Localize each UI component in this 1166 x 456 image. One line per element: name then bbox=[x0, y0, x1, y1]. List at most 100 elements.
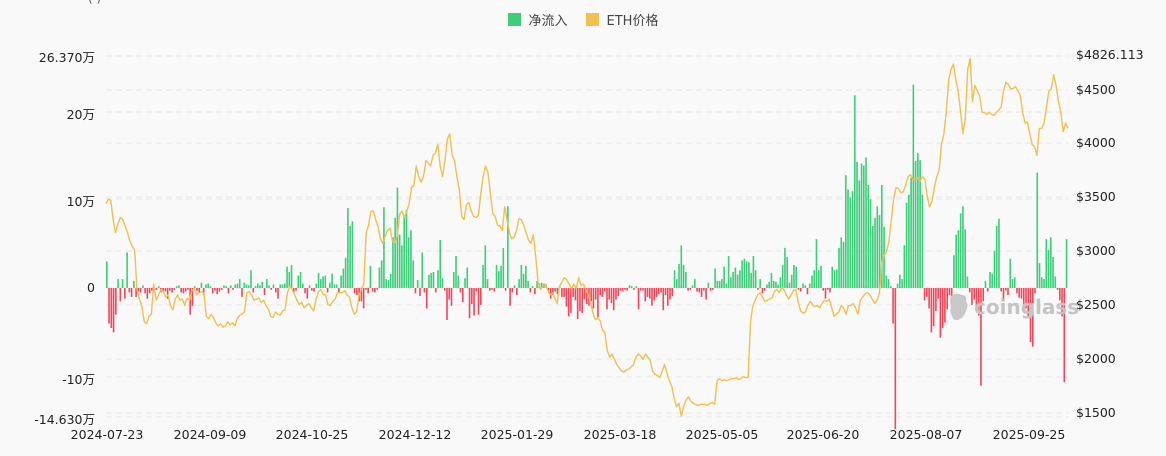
inflow-bar[interactable] bbox=[333, 284, 336, 288]
inflow-bar[interactable] bbox=[502, 248, 505, 288]
outflow-bar[interactable] bbox=[128, 288, 131, 293]
inflow-bar[interactable] bbox=[286, 266, 288, 288]
inflow-bar[interactable] bbox=[518, 279, 520, 288]
inflow-bar[interactable] bbox=[678, 264, 680, 288]
outflow-bar[interactable] bbox=[112, 288, 115, 333]
outflow-bar[interactable] bbox=[660, 288, 662, 293]
inflow-bar[interactable] bbox=[725, 283, 728, 288]
outflow-bar[interactable] bbox=[475, 288, 478, 292]
inflow-bar[interactable] bbox=[347, 208, 349, 288]
outflow-bar[interactable] bbox=[376, 288, 378, 290]
inflow-bar[interactable] bbox=[1038, 263, 1041, 288]
outflow-bar[interactable] bbox=[971, 288, 973, 305]
outflow-bar[interactable] bbox=[461, 288, 464, 303]
outflow-bar[interactable] bbox=[1018, 288, 1021, 298]
outflow-bar[interactable] bbox=[554, 288, 556, 292]
inflow-bar[interactable] bbox=[331, 273, 333, 288]
inflow-bar[interactable] bbox=[437, 270, 439, 288]
outflow-bar[interactable] bbox=[1029, 288, 1032, 343]
outflow-bar[interactable] bbox=[468, 288, 471, 319]
inflow-bar[interactable] bbox=[752, 256, 755, 288]
inflow-bar[interactable] bbox=[750, 272, 752, 288]
inflow-bar[interactable] bbox=[872, 225, 874, 288]
outflow-bar[interactable] bbox=[516, 288, 518, 296]
outflow-bar[interactable] bbox=[473, 288, 475, 316]
outflow-bar[interactable] bbox=[651, 288, 653, 306]
inflow-bar[interactable] bbox=[1040, 277, 1043, 288]
inflow-bar[interactable] bbox=[507, 206, 509, 288]
outflow-bar[interactable] bbox=[414, 288, 417, 294]
inflow-bar[interactable] bbox=[121, 279, 124, 288]
inflow-bar[interactable] bbox=[766, 284, 768, 288]
outflow-bar[interactable] bbox=[189, 288, 191, 315]
outflow-bar[interactable] bbox=[504, 288, 507, 291]
inflow-bar[interactable] bbox=[133, 280, 135, 288]
outflow-bar[interactable] bbox=[980, 288, 982, 386]
outflow-bar[interactable] bbox=[511, 288, 514, 293]
outflow-bar[interactable] bbox=[1007, 288, 1009, 296]
outflow-bar[interactable] bbox=[1058, 288, 1061, 301]
outflow-bar[interactable] bbox=[360, 288, 363, 302]
outflow-bar[interactable] bbox=[362, 288, 365, 309]
outflow-bar[interactable] bbox=[313, 288, 315, 292]
outflow-bar[interactable] bbox=[565, 288, 568, 307]
outflow-bar[interactable] bbox=[148, 288, 151, 294]
inflow-bar[interactable] bbox=[984, 280, 987, 288]
inflow-bar[interactable] bbox=[628, 285, 631, 288]
inflow-bar[interactable] bbox=[407, 237, 410, 288]
inflow-bar[interactable] bbox=[536, 280, 538, 288]
inflow-bar[interactable] bbox=[865, 157, 867, 288]
outflow-bar[interactable] bbox=[164, 288, 167, 292]
outflow-bar[interactable] bbox=[151, 288, 153, 291]
inflow-bar[interactable] bbox=[428, 274, 430, 288]
outflow-bar[interactable] bbox=[353, 288, 356, 294]
outflow-bar[interactable] bbox=[220, 288, 223, 290]
inflow-bar[interactable] bbox=[718, 280, 721, 288]
outflow-bar[interactable] bbox=[626, 288, 629, 291]
inflow-bar[interactable] bbox=[265, 279, 268, 288]
outflow-bar[interactable] bbox=[211, 288, 214, 294]
inflow-bar[interactable] bbox=[455, 256, 457, 288]
outflow-bar[interactable] bbox=[184, 288, 187, 292]
inflow-bar[interactable] bbox=[707, 282, 710, 288]
inflow-bar[interactable] bbox=[881, 184, 883, 288]
outflow-bar[interactable] bbox=[423, 288, 426, 293]
outflow-bar[interactable] bbox=[968, 288, 971, 293]
inflow-bar[interactable] bbox=[694, 279, 696, 288]
outflow-bar[interactable] bbox=[218, 288, 221, 292]
outflow-bar[interactable] bbox=[648, 288, 651, 299]
outflow-bar[interactable] bbox=[923, 288, 926, 301]
outflow-bar[interactable] bbox=[169, 288, 171, 291]
outflow-bar[interactable] bbox=[655, 288, 658, 297]
inflow-bar[interactable] bbox=[790, 274, 793, 288]
inflow-bar[interactable] bbox=[887, 279, 890, 288]
inflow-bar[interactable] bbox=[754, 270, 757, 288]
outflow-bar[interactable] bbox=[563, 288, 565, 297]
inflow-bar[interactable] bbox=[885, 275, 888, 288]
inflow-bar[interactable] bbox=[739, 270, 741, 288]
inflow-bar[interactable] bbox=[831, 266, 834, 288]
inflow-bar[interactable] bbox=[482, 264, 484, 288]
inflow-bar[interactable] bbox=[840, 237, 843, 288]
inflow-bar[interactable] bbox=[383, 207, 385, 288]
inflow-bar[interactable] bbox=[396, 187, 399, 288]
inflow-bar[interactable] bbox=[957, 230, 960, 288]
inflow-bar[interactable] bbox=[329, 282, 331, 288]
inflow-bar[interactable] bbox=[344, 257, 347, 288]
inflow-bar[interactable] bbox=[910, 177, 912, 288]
inflow-bar[interactable] bbox=[817, 270, 820, 288]
inflow-bar[interactable] bbox=[403, 216, 406, 288]
outflow-bar[interactable] bbox=[191, 288, 194, 306]
inflow-bar[interactable] bbox=[862, 165, 865, 288]
inflow-bar[interactable] bbox=[912, 84, 915, 289]
inflow-bar[interactable] bbox=[921, 194, 924, 288]
inflow-bar[interactable] bbox=[903, 245, 906, 288]
outflow-bar[interactable] bbox=[806, 288, 809, 295]
outflow-bar[interactable] bbox=[610, 288, 613, 304]
inflow-bar[interactable] bbox=[340, 275, 342, 288]
inflow-bar[interactable] bbox=[788, 282, 791, 288]
outflow-bar[interactable] bbox=[130, 288, 133, 297]
inflow-bar[interactable] bbox=[680, 245, 683, 288]
outflow-bar[interactable] bbox=[653, 288, 656, 301]
inflow-bar[interactable] bbox=[335, 284, 338, 288]
